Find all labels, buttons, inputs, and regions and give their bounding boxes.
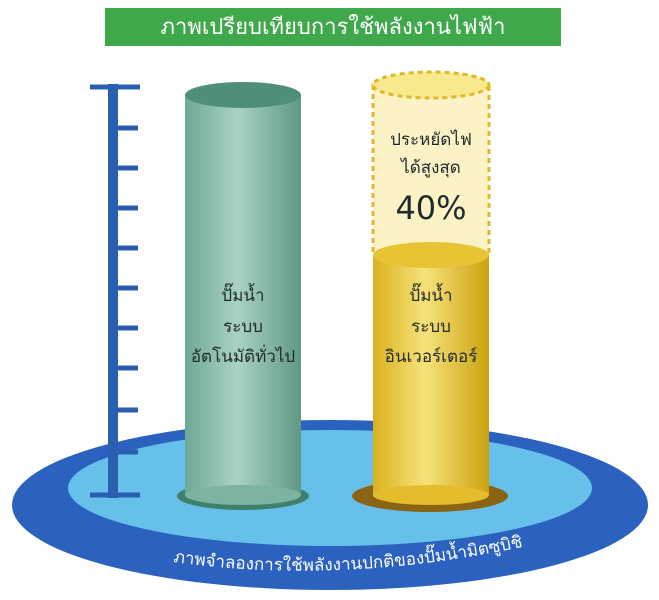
cylinder-bottom [373, 485, 489, 505]
right-label: อินเวอร์เตอร์ [385, 347, 478, 367]
savings-amount: 40% [395, 189, 466, 227]
cylinder-body [185, 95, 301, 495]
ruler-bar [108, 84, 118, 498]
title-banner [105, 8, 561, 46]
cylinder-bottom [185, 485, 301, 505]
right-cylinder: ประหยัดไฟ ได้สูงสุด 40% ปั๊มน้ำ ระบบ อิน… [352, 70, 508, 512]
cylinder-body [373, 255, 489, 495]
right-label: ปั๊มน้ำ [409, 282, 452, 306]
base-inner [68, 430, 592, 546]
right-label: ระบบ [411, 317, 451, 337]
left-label: ปั๊มน้ำ [221, 282, 264, 306]
cylinder-top [373, 242, 489, 268]
title: ภาพเปรียบเทียบการใช้พลังงานไฟฟ้า [161, 14, 506, 40]
cylinder-top [185, 82, 301, 108]
left-label: ระบบ [223, 317, 263, 337]
savings-top [371, 70, 491, 100]
savings-label: ได้สูงสุด [399, 157, 461, 178]
savings-label: ประหยัดไฟ [390, 129, 472, 150]
left-cylinder: ปั๊มน้ำ ระบบ อัตโนมัติทั่วไป [177, 82, 309, 510]
ruler [90, 84, 140, 498]
left-label: อัตโนมัติทั่วไป [191, 344, 295, 367]
